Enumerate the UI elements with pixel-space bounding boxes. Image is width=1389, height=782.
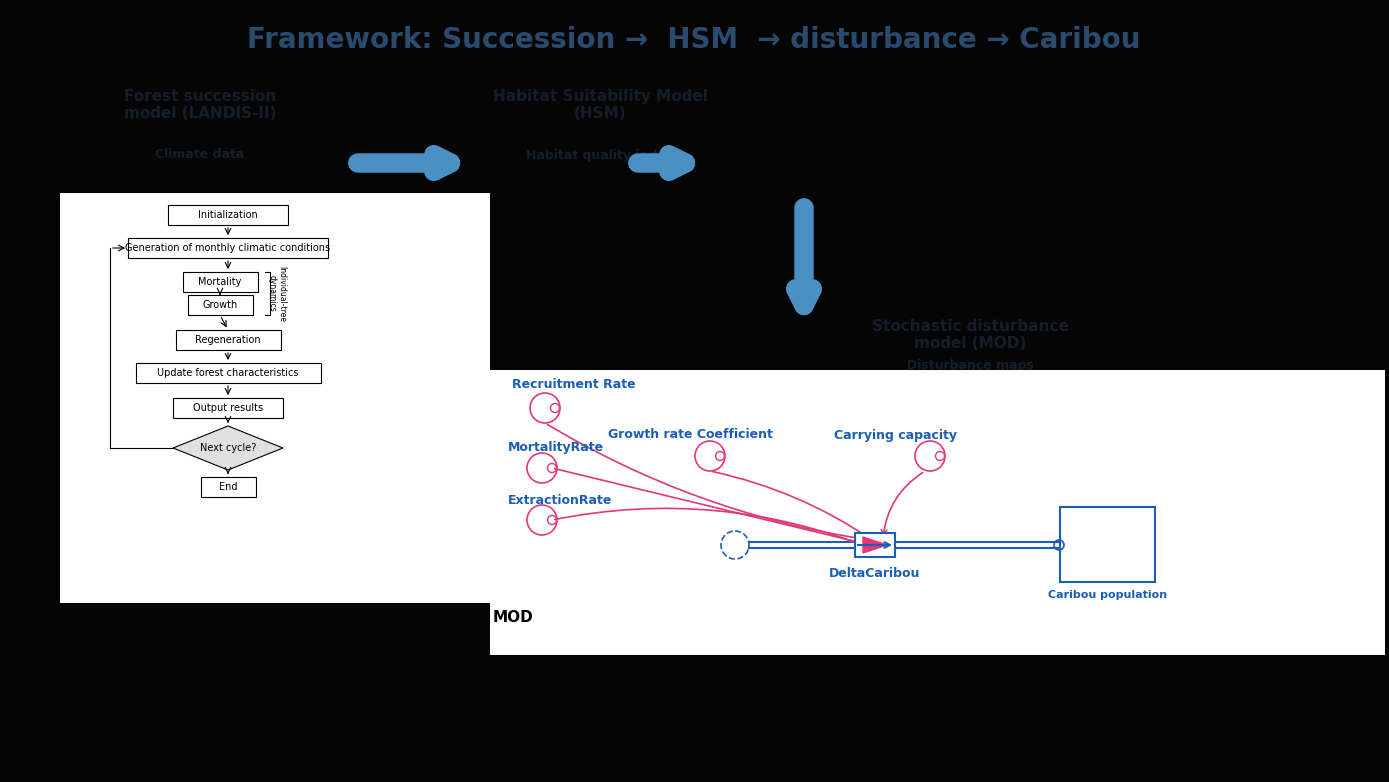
Text: Individual-tree
dynamics: Individual-tree dynamics bbox=[267, 266, 286, 321]
FancyBboxPatch shape bbox=[200, 477, 256, 497]
FancyBboxPatch shape bbox=[175, 330, 281, 350]
FancyBboxPatch shape bbox=[182, 272, 257, 292]
Text: Next cycle?: Next cycle? bbox=[200, 443, 256, 453]
Text: Growth: Growth bbox=[203, 300, 238, 310]
Text: End: End bbox=[218, 482, 238, 492]
Text: DeltaCaribou: DeltaCaribou bbox=[829, 567, 921, 580]
Text: Output results: Output results bbox=[193, 403, 263, 413]
Text: Recruitment Rate: Recruitment Rate bbox=[513, 378, 636, 392]
FancyBboxPatch shape bbox=[136, 363, 321, 383]
Bar bbox=[1060, 507, 1156, 582]
Text: Mortality: Mortality bbox=[199, 277, 242, 287]
Text: MOD: MOD bbox=[493, 611, 533, 626]
Polygon shape bbox=[174, 426, 283, 470]
Bar bbox=[856, 533, 895, 557]
Text: Habitat Suitability Model
(HSM): Habitat Suitability Model (HSM) bbox=[493, 89, 707, 121]
Text: Disturbance maps: Disturbance maps bbox=[907, 358, 1033, 371]
Text: Framework: Succession →  HSM  → disturbance → Caribou: Framework: Succession → HSM → disturbanc… bbox=[247, 26, 1140, 54]
Text: Carrying capacity: Carrying capacity bbox=[833, 429, 957, 442]
Text: Update forest characteristics: Update forest characteristics bbox=[157, 368, 299, 378]
Polygon shape bbox=[863, 537, 888, 553]
FancyBboxPatch shape bbox=[128, 238, 328, 258]
FancyBboxPatch shape bbox=[188, 295, 253, 315]
FancyBboxPatch shape bbox=[168, 205, 288, 225]
Text: Initialization: Initialization bbox=[199, 210, 258, 220]
Bar bbox=[490, 370, 1385, 655]
Bar bbox=[60, 193, 490, 603]
Text: MortalityRate: MortalityRate bbox=[508, 442, 604, 454]
Text: Generation of monthly climatic conditions: Generation of monthly climatic condition… bbox=[125, 243, 331, 253]
FancyBboxPatch shape bbox=[174, 398, 283, 418]
Text: Forest succession
model (LANDIS-II): Forest succession model (LANDIS-II) bbox=[124, 89, 276, 121]
Text: Stochastic disturbance
model (MOD): Stochastic disturbance model (MOD) bbox=[871, 319, 1068, 351]
Text: ExtractionRate: ExtractionRate bbox=[508, 493, 613, 507]
Text: Caribou population: Caribou population bbox=[1047, 590, 1167, 600]
Text: Habitat quality index: Habitat quality index bbox=[526, 149, 674, 162]
Text: Climate data: Climate data bbox=[156, 149, 244, 162]
Text: Regeneration: Regeneration bbox=[196, 335, 261, 345]
Text: Growth rate Coefficient: Growth rate Coefficient bbox=[607, 429, 772, 442]
